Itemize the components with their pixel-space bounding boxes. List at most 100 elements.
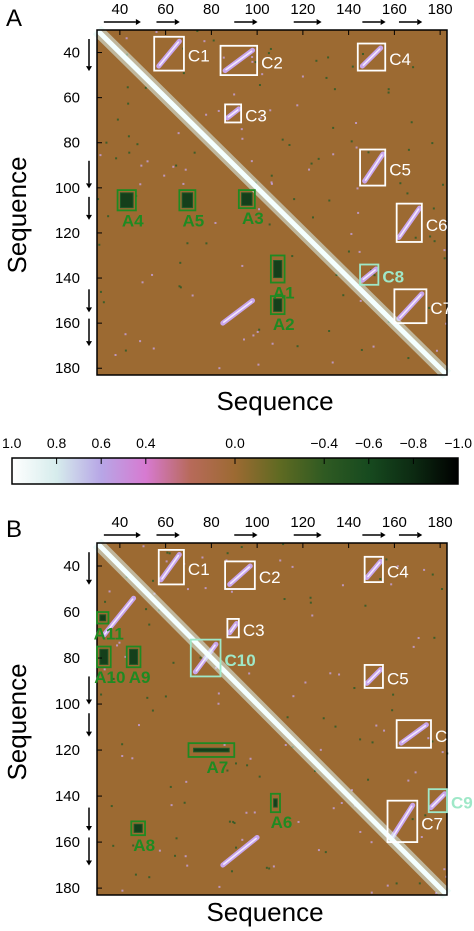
annotation-box-a7 — [187, 742, 236, 758]
heatmap-speckle — [131, 757, 134, 760]
positive-region-core — [399, 208, 420, 238]
x-tick-label: 100 — [245, 1, 270, 18]
heatmap-speckle — [193, 151, 196, 154]
diagonal-line — [95, 541, 449, 897]
heatmap-speckle — [256, 330, 259, 333]
heatmap-speckle — [359, 738, 362, 741]
heatmap-speckle — [420, 836, 423, 839]
heatmap-speckle — [139, 183, 142, 186]
heatmap-speckle — [226, 769, 229, 772]
heatmap-speckle — [172, 165, 175, 168]
heatmap-speckle — [359, 830, 362, 833]
heatmap-speckle — [414, 771, 417, 774]
heatmap-speckle — [311, 614, 314, 617]
heatmap-speckle — [112, 844, 115, 847]
heatmap-speckle — [383, 729, 386, 732]
heatmap-speckle — [399, 182, 402, 185]
heatmap-speckle — [259, 116, 262, 119]
heatmap-speckle — [417, 636, 420, 639]
strand-arrowhead — [174, 19, 180, 25]
negative-region-core — [182, 193, 193, 208]
heatmap-speckle — [407, 148, 410, 151]
annotation-box-c2 — [219, 44, 259, 76]
negative-region-core — [194, 748, 229, 752]
heatmap-speckle — [184, 168, 187, 171]
annotation-box-c5 — [363, 664, 384, 689]
negative-region-core — [100, 615, 106, 621]
negative-region-core — [274, 261, 282, 278]
heatmap-speckle — [355, 122, 358, 125]
annotation-label-c2: C2 — [259, 568, 281, 587]
y-tick-label: 180 — [55, 880, 80, 897]
annotation-box-a8 — [130, 820, 146, 837]
strand-arrowhead — [135, 19, 141, 25]
heatmap-speckle — [364, 604, 367, 607]
heatmap-speckle — [314, 769, 317, 772]
panel-label-b: B — [6, 516, 22, 543]
strand-arrowhead — [252, 19, 258, 25]
heatmap-speckle — [433, 636, 436, 639]
heatmap-speckle — [308, 168, 311, 171]
heatmap-speckle — [141, 281, 144, 284]
annotation-box-a3 — [237, 189, 256, 210]
heatmap-speckle — [112, 677, 115, 680]
heatmap-speckle — [241, 264, 244, 267]
colorbar-tick-label: −0.4 — [310, 435, 338, 451]
heatmap-speckle — [230, 870, 233, 873]
heatmap-speckle — [270, 182, 273, 185]
heatmap-speckle — [186, 864, 189, 867]
heatmap-speckle — [258, 84, 261, 87]
x-tick-label: 60 — [157, 1, 174, 18]
heatmap-speckle — [151, 273, 154, 276]
x-tick-label: 80 — [203, 514, 220, 531]
panel-label-a: A — [6, 5, 22, 32]
y-tick-label: 40 — [63, 558, 80, 575]
x-axis-title-b: Sequence — [206, 897, 323, 927]
positive-region-core — [158, 41, 180, 66]
strand-arrowhead — [252, 532, 258, 538]
heatmap-speckle — [317, 157, 320, 160]
strand-arrowhead-vertical — [86, 66, 92, 72]
annotation-label-c10: C10 — [225, 651, 256, 670]
heatmap-speckle — [367, 778, 370, 781]
x-tick-label: 140 — [336, 1, 361, 18]
positive-region-core — [223, 300, 253, 323]
heatmap-speckle — [284, 744, 287, 747]
heatmap-speckle — [268, 223, 271, 226]
heatmap-speckle — [230, 590, 233, 593]
annotation-box-a1 — [269, 254, 286, 284]
heatmap-speckle — [395, 882, 398, 885]
heatmap-speckle — [98, 243, 101, 246]
heatmap-speckle — [132, 844, 135, 847]
annotation-box-c7 — [386, 799, 419, 843]
heatmap-speckle — [114, 353, 117, 356]
annotation-label-c6: C6 — [435, 727, 457, 746]
annotation-label-c3: C3 — [245, 106, 267, 125]
y-tick-label: 140 — [55, 270, 80, 287]
y-tick-label: 140 — [55, 788, 80, 805]
annotation-box-a4 — [116, 189, 137, 212]
annotation-label-c4: C4 — [389, 50, 411, 69]
heatmap-speckle — [319, 748, 322, 751]
x-tick-label: 60 — [157, 514, 174, 531]
heatmap-speckle — [164, 695, 167, 698]
heatmap-a: 40 60 80 100 120 140 160 180 40 60 80 100 120 140 160 1… — [55, 1, 453, 380]
heatmap-speckle — [335, 273, 338, 276]
heatmap-speckle — [341, 584, 344, 587]
strand-arrowhead-vertical — [86, 699, 92, 705]
heatmap-speckle — [165, 560, 168, 563]
heatmap-speckle — [152, 579, 155, 582]
annotation-label-c7: C7 — [421, 814, 443, 833]
heatmap-speckle — [121, 754, 124, 757]
annotation-label-c4: C4 — [387, 562, 409, 581]
heatmap-speckle — [225, 559, 228, 562]
heatmap-speckle — [118, 641, 121, 644]
heatmap-speckle — [186, 242, 189, 245]
positive-region-core — [362, 48, 381, 66]
annotation-label-a9: A9 — [129, 668, 151, 687]
heatmap-speckle — [99, 290, 102, 293]
heatmap-speckle — [429, 235, 432, 238]
heatmap-speckle — [428, 306, 431, 309]
heatmap-speckle — [328, 199, 331, 202]
heatmap-speckle — [148, 623, 151, 626]
